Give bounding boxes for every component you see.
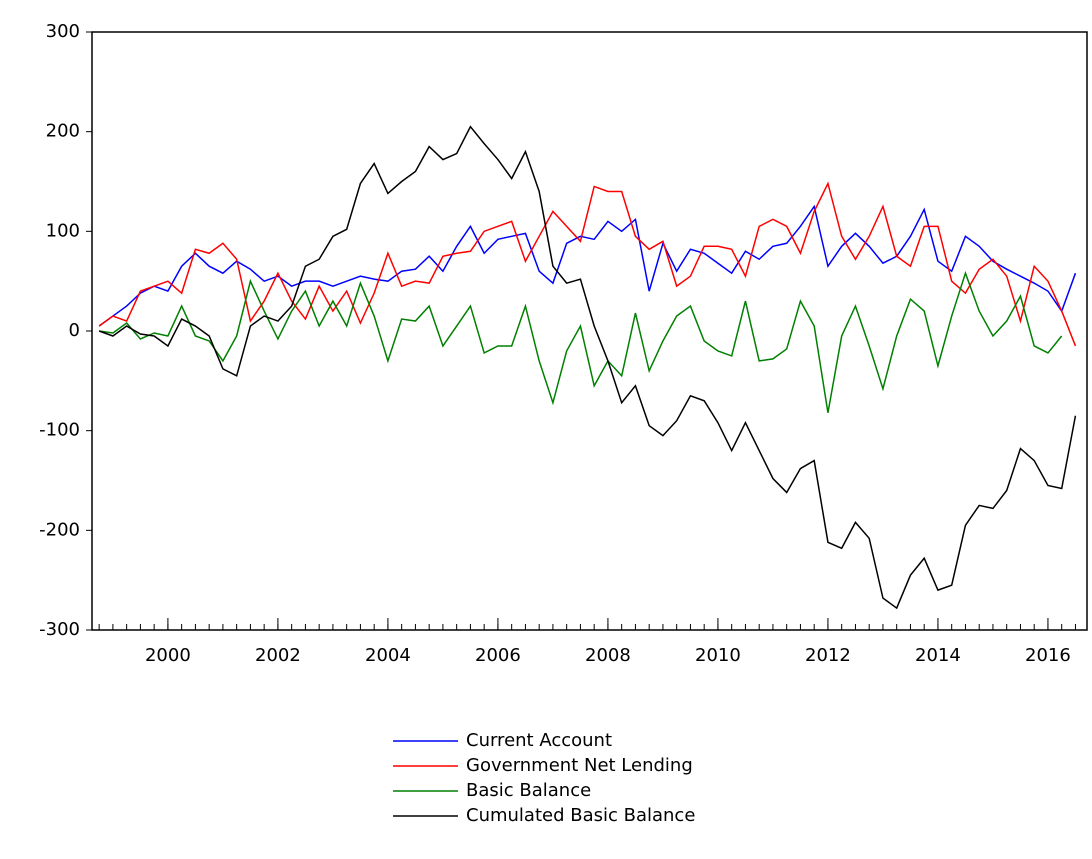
x-tick-label: 2006 <box>475 645 521 666</box>
y-tick-label: -200 <box>39 519 80 540</box>
series-line <box>98 204 1077 327</box>
y-tick-label: 300 <box>46 21 80 42</box>
x-tick-label: 2002 <box>255 645 301 666</box>
y-tick-label: 200 <box>46 121 80 142</box>
x-tick-label: 2014 <box>915 645 961 666</box>
legend-label: Basic Balance <box>466 780 591 801</box>
x-tick-label: 2000 <box>145 645 191 666</box>
x-tick-label: 2010 <box>695 645 741 666</box>
series-line <box>99 270 1063 413</box>
y-tick-label: 100 <box>46 220 80 241</box>
series-line <box>98 125 1077 610</box>
legend-label: Cumulated Basic Balance <box>466 805 695 826</box>
x-tick-label: 2016 <box>1025 645 1071 666</box>
x-tick-label: 2004 <box>365 645 411 666</box>
series-line <box>98 181 1077 347</box>
y-tick-label: 0 <box>69 320 80 341</box>
x-tick-label: 2008 <box>585 645 631 666</box>
y-tick-label: -100 <box>39 420 80 441</box>
plot-frame <box>91 31 1088 631</box>
legend-label: Current Account <box>466 730 612 751</box>
x-tick-label: 2012 <box>805 645 851 666</box>
legend-label: Government Net Lending <box>466 755 693 776</box>
y-tick-label: -300 <box>39 619 80 640</box>
